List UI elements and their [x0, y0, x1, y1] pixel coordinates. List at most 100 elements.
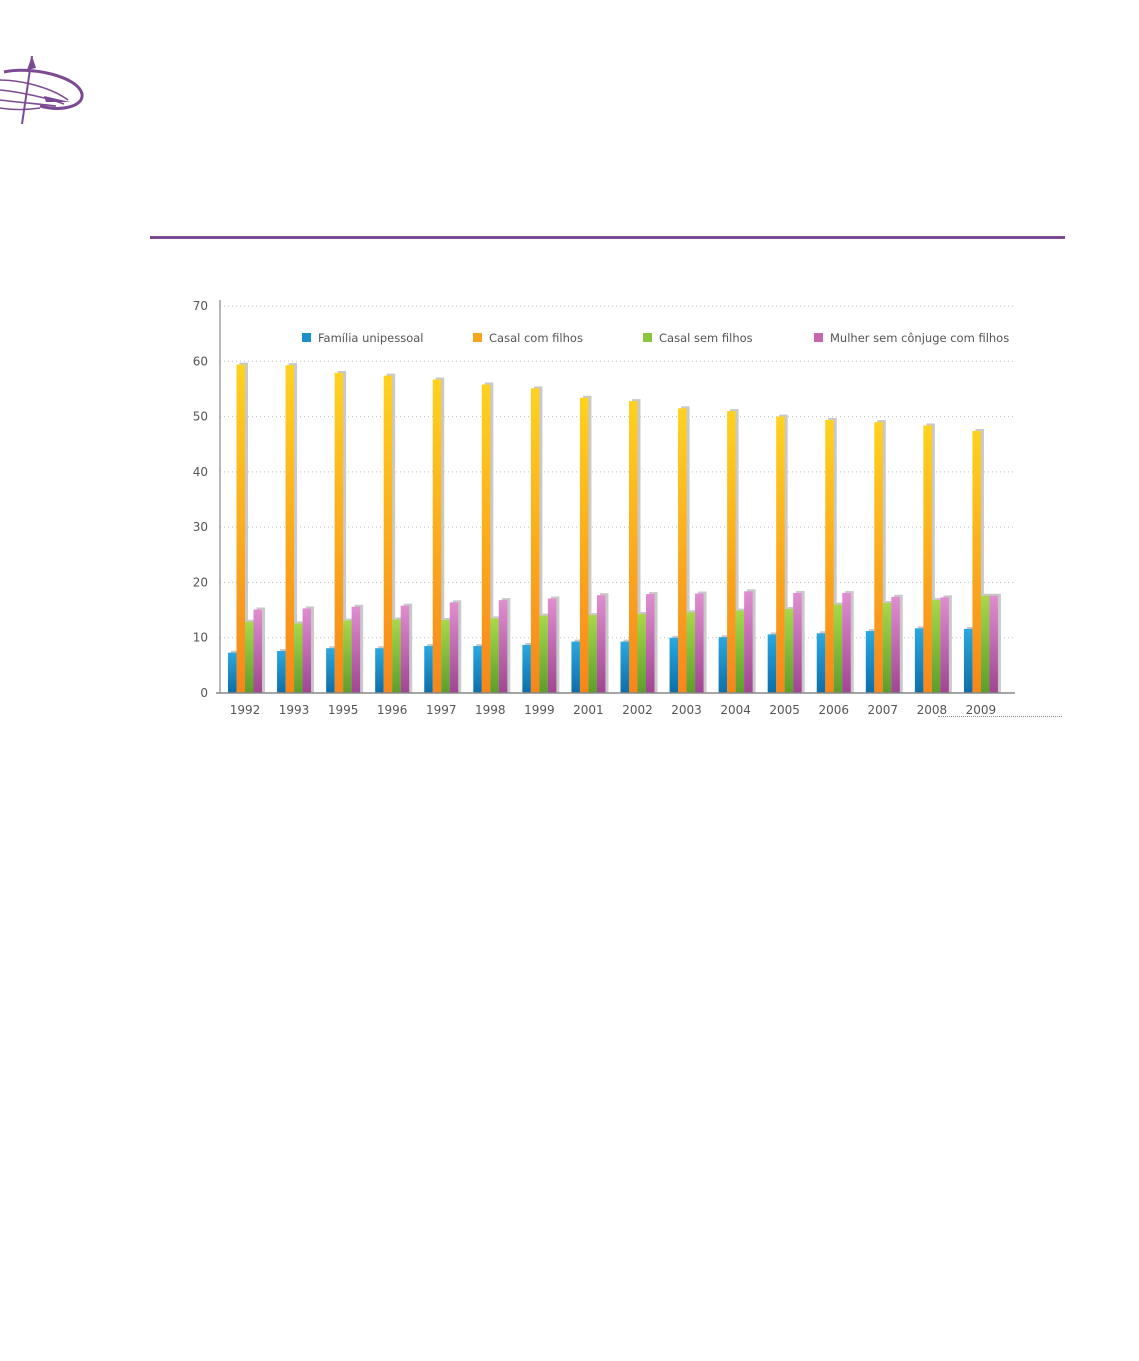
dotted-note-line [938, 716, 1062, 717]
legend-swatch [302, 333, 311, 342]
bar-0-2006 [816, 633, 826, 693]
bar-3-2008 [940, 597, 949, 693]
bar-2-1999 [539, 615, 548, 693]
legend-label: Casal sem filhos [659, 331, 753, 345]
compass-logo-icon [0, 50, 90, 130]
bar-3-2006 [842, 592, 851, 693]
x-tick-label: 2004 [720, 703, 751, 717]
legend-swatch [473, 333, 482, 342]
x-tick-label: 1995 [328, 703, 359, 717]
legend-label: Mulher sem cônjuge com filhos [830, 331, 1009, 345]
header-rule [150, 236, 1065, 239]
bar-1-1995 [334, 372, 344, 693]
x-tick-label: 1997 [426, 703, 457, 717]
y-tick-label: 60 [193, 354, 208, 368]
bar-3-1997 [449, 602, 459, 693]
x-tick-label: 1998 [475, 703, 506, 717]
bar-0-2007 [865, 631, 875, 693]
bar-1-1993 [285, 365, 295, 693]
y-tick-label: 0 [200, 686, 208, 700]
bar-2-2008 [931, 600, 941, 693]
x-tick-label: 2001 [573, 703, 604, 717]
bar-1-2005 [776, 416, 785, 693]
x-tick-label: 2007 [868, 703, 899, 717]
bar-3-1992 [253, 609, 262, 693]
bar-0-1995 [326, 648, 335, 693]
x-tick-label: 1992 [230, 703, 261, 717]
x-tick-label: 2006 [818, 703, 849, 717]
bar-3-2009 [989, 595, 998, 693]
bar-1-2001 [579, 397, 589, 693]
bar-3-2004 [744, 591, 753, 693]
bar-0-1999 [522, 644, 531, 693]
bar-0-1993 [277, 650, 286, 693]
bar-0-1998 [473, 646, 482, 693]
x-tick-label: 1993 [279, 703, 310, 717]
bar-1-2006 [825, 419, 834, 693]
bar-3-2007 [891, 596, 900, 693]
x-tick-label: 2005 [769, 703, 800, 717]
x-tick-label: 1999 [524, 703, 555, 717]
bar-2-1997 [441, 620, 450, 693]
bar-chart: 0 10 20 30 40 50 60 70 1992 1993 1995 1996 1997 1998 1… [193, 299, 1015, 717]
bar-3-1995 [351, 606, 361, 693]
bar-2-1996 [392, 619, 401, 693]
legend-swatch [814, 333, 823, 342]
bar-2-2007 [882, 602, 892, 693]
bar-2-2005 [784, 608, 794, 693]
y-tick-label: 40 [193, 465, 208, 479]
y-tick-label: 70 [193, 299, 208, 313]
x-tick-label: 2009 [966, 703, 997, 717]
bar-0-2005 [767, 634, 777, 693]
x-tick-label: 2008 [917, 703, 948, 717]
bar-3-2005 [793, 592, 802, 693]
legend-swatch [643, 333, 652, 342]
y-tick-label: 20 [193, 575, 208, 589]
bar-3-1998 [498, 600, 508, 693]
bar-1-1997 [432, 379, 442, 693]
bar-1-2007 [874, 422, 883, 693]
bar-1-2003 [678, 408, 687, 693]
bar-0-2002 [620, 641, 629, 693]
bar-2-1992 [245, 621, 254, 693]
y-tick-label: 50 [193, 410, 208, 424]
bar-3-1993 [302, 608, 312, 693]
bar-1-1999 [530, 388, 540, 693]
bar-3-2003 [695, 593, 704, 693]
bar-3-2001 [596, 595, 606, 693]
bar-3-1999 [547, 598, 557, 693]
legend-label: Casal com filhos [489, 331, 583, 345]
bar-0-2001 [571, 641, 580, 693]
bar-1-2002 [629, 401, 638, 693]
x-tick-label: 2003 [671, 703, 702, 717]
bar-0-2003 [669, 637, 679, 693]
x-tick-label: 2002 [622, 703, 653, 717]
legend-label: Família unipessoal [318, 331, 424, 345]
y-tick-label: 30 [193, 520, 208, 534]
bar-0-1996 [375, 648, 384, 693]
bar-3-1996 [400, 605, 410, 693]
bar-2-2003 [686, 612, 696, 693]
bar-1-1996 [383, 375, 393, 693]
bar-0-1992 [228, 652, 237, 693]
bar-2-2004 [735, 610, 745, 693]
bar-0-2004 [718, 637, 728, 693]
bar-1-1998 [481, 384, 491, 693]
x-tick-label: 1996 [377, 703, 408, 717]
bar-0-1997 [424, 646, 433, 693]
bar-2-1993 [294, 623, 303, 693]
bar-1-2008 [923, 425, 932, 693]
bar-2-2006 [833, 604, 843, 693]
bar-1-2004 [727, 411, 736, 693]
y-tick-label: 10 [193, 631, 208, 645]
bar-2-1995 [343, 620, 352, 693]
bar-2-2002 [637, 613, 646, 693]
bar-0-2009 [963, 628, 973, 693]
bar-2-2009 [980, 595, 990, 693]
bar-0-2008 [914, 628, 924, 693]
bar-1-1992 [236, 364, 245, 693]
bar-3-2002 [646, 594, 655, 693]
bar-2-2001 [588, 615, 597, 693]
bar-2-1998 [490, 618, 499, 693]
bar-1-2009 [972, 430, 981, 693]
